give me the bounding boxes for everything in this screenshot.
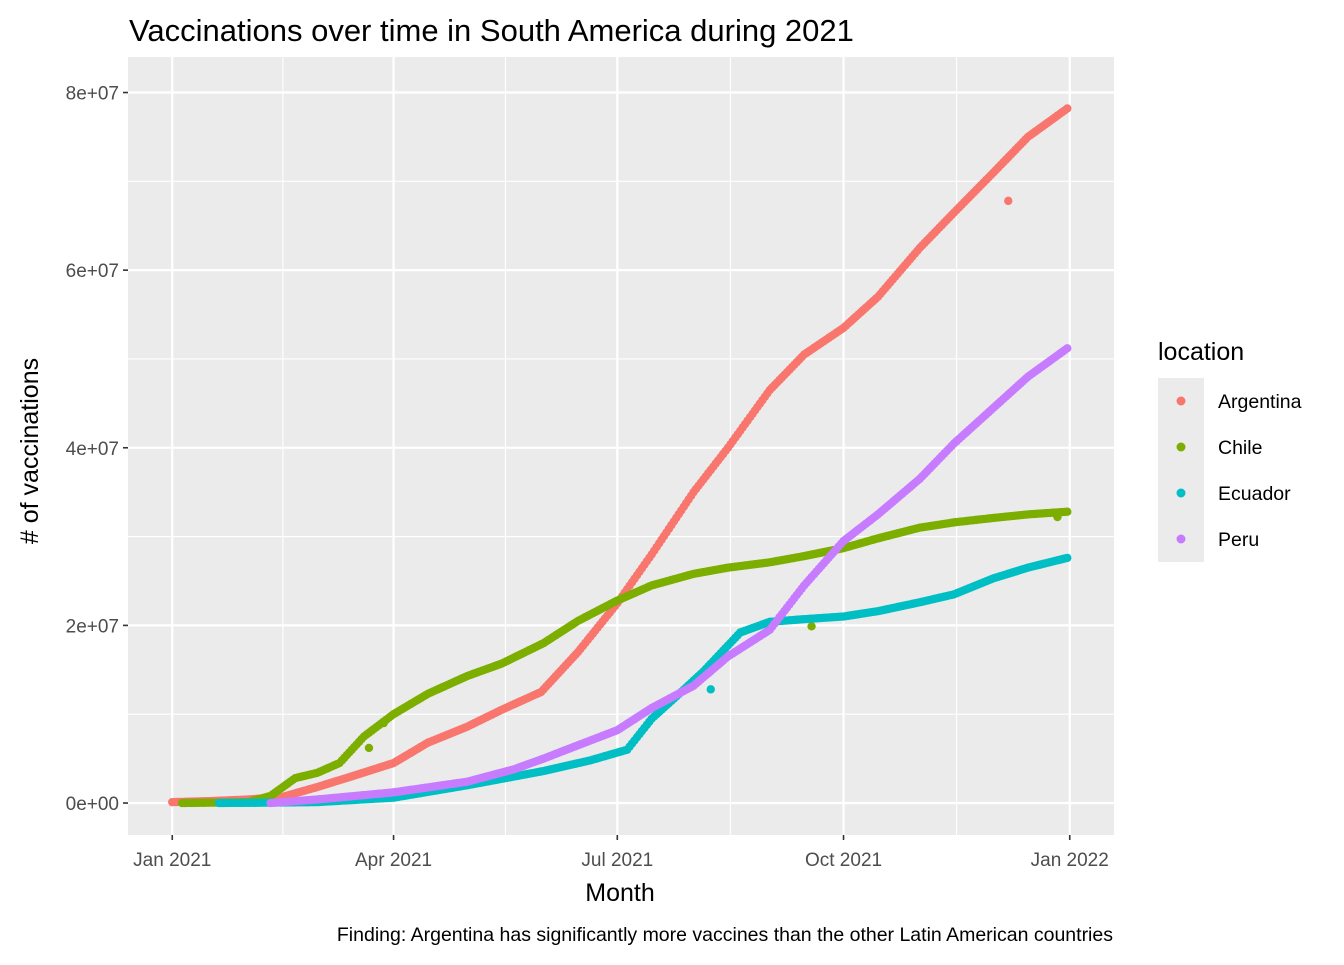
series-ecuador: [214, 553, 1072, 808]
y-tick-label: 0e+00: [66, 794, 119, 815]
legend: location Argentina Chile Ecuador Peru: [1158, 338, 1302, 562]
data-point: [1063, 507, 1072, 516]
y-tick-label: 8e+07: [66, 84, 119, 105]
y-tick-label: 2e+07: [66, 616, 119, 637]
y-axis-title: # of vaccinations: [16, 358, 44, 544]
legend-label: Argentina: [1218, 391, 1302, 413]
legend-label: Ecuador: [1218, 483, 1291, 505]
legend-title: location: [1158, 338, 1244, 366]
y-tick-label: 6e+07: [66, 261, 119, 282]
legend-item-argentina: Argentina: [1176, 391, 1302, 413]
legend-key: [1176, 488, 1186, 498]
legend-key: [1176, 396, 1186, 406]
chart-caption: Finding: Argentina has significantly mor…: [337, 924, 1113, 946]
data-point-outlier: [706, 685, 715, 694]
legend-key: [1176, 442, 1186, 452]
legend-key-background: [1158, 378, 1204, 562]
y-tick-label: 4e+07: [66, 439, 119, 460]
data-point-outlier: [1053, 512, 1062, 522]
data-point-outlier: [1004, 196, 1013, 206]
x-tick-label: Apr 2021: [355, 850, 432, 871]
grid-minor: [128, 57, 1114, 835]
legend-label: Chile: [1218, 437, 1262, 459]
legend-items: Argentina Chile Ecuador Peru: [1176, 391, 1302, 551]
y-axis: 0e+00 2e+07 4e+07 6e+07 8e+07: [66, 84, 128, 815]
legend-label: Peru: [1218, 529, 1259, 551]
plot-background: [128, 57, 1114, 835]
legend-item-ecuador: Ecuador: [1176, 483, 1291, 505]
legend-key: [1176, 534, 1186, 544]
series-peru: [266, 344, 1072, 808]
data-point-outlier: [364, 743, 374, 753]
x-tick-label: Jul 2021: [581, 850, 653, 871]
x-axis-title: Month: [585, 879, 654, 907]
legend-item-peru: Peru: [1176, 529, 1259, 551]
x-tick-label: Jan 2022: [1031, 850, 1109, 871]
data-point: [1063, 344, 1072, 353]
x-tick-label: Oct 2021: [805, 850, 882, 871]
x-tick-label: Jan 2021: [133, 850, 211, 871]
data-point-outlier: [379, 718, 388, 728]
chart-title: Vaccinations over time in South America …: [129, 13, 854, 48]
grid-major: [128, 57, 1114, 835]
data-point-outlier: [807, 622, 816, 631]
data-point: [1063, 104, 1072, 113]
data-point: [1063, 553, 1072, 563]
legend-item-chile: Chile: [1176, 437, 1262, 459]
data-points: [168, 104, 1072, 808]
x-axis: Jan 2021 Apr 2021 Jul 2021 Oct 2021 Jan 2022: [133, 835, 1109, 871]
